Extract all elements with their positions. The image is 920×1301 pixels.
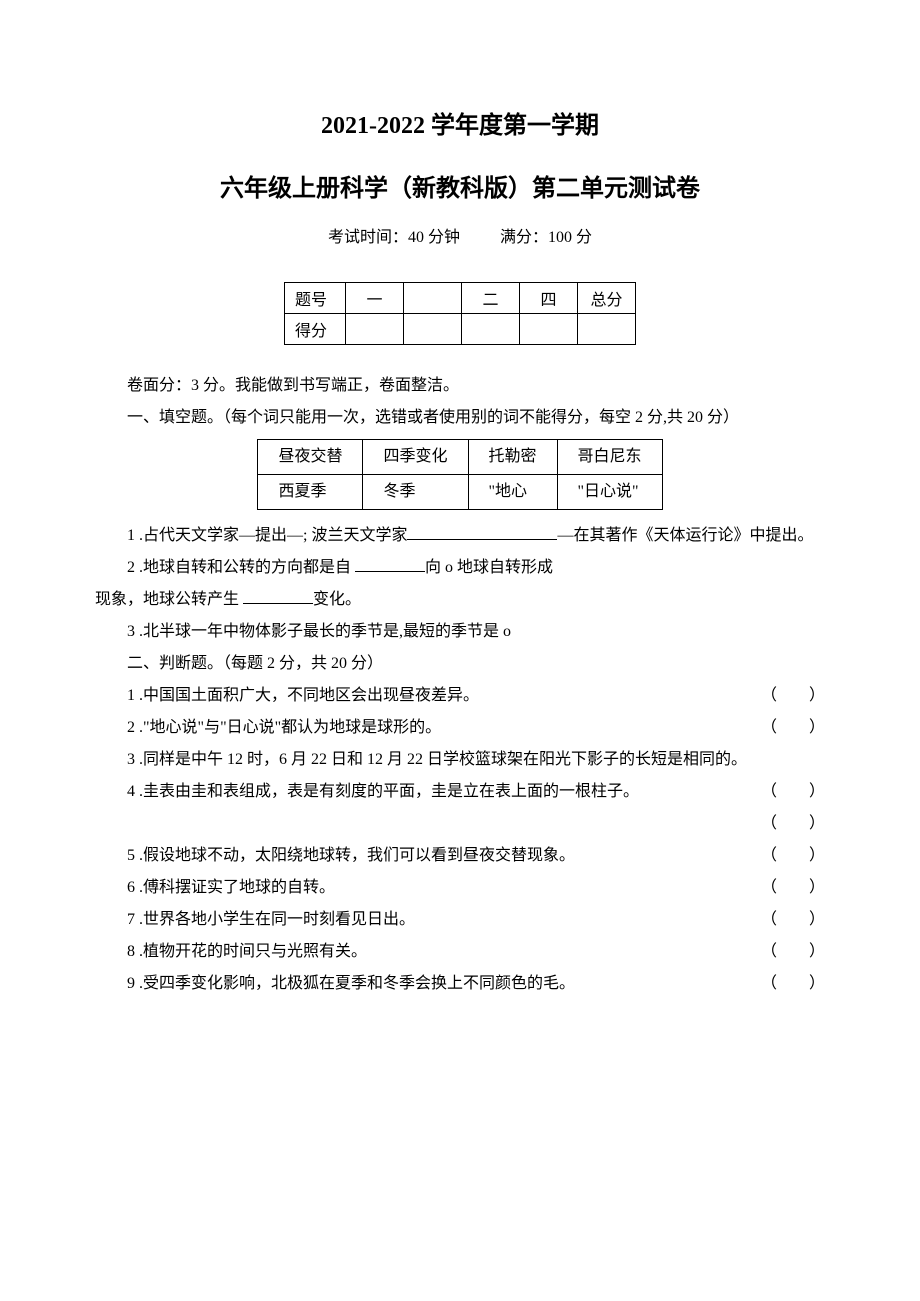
table-row: 题号 一 二 四 总分: [284, 283, 635, 314]
fill-question-2b: 现象，地球公转产生 变化。: [95, 584, 825, 616]
word-cell: 哥白尼东: [557, 440, 662, 475]
cell: 一: [346, 283, 404, 314]
word-cell: 昼夜交替: [258, 440, 363, 475]
table-row: 昼夜交替 四季变化 托勒密 哥白尼东: [258, 440, 662, 475]
paren: （ ）: [761, 815, 825, 832]
q1-2b: 向 o 地球自转形成: [425, 559, 553, 576]
word-box: 昼夜交替 四季变化 托勒密 哥白尼东 西夏季 冬季 "地心 "日心说": [257, 439, 662, 510]
judge-q9: 9 .受四季变化影响，北极狐在夏季和冬季会换上不同颜色的毛。 （ ）: [95, 968, 825, 1000]
fill-question-1: 1 .占代天文学家—提出—; 波兰天文学家 —在其著作《天体运行论》中提出。: [95, 520, 825, 552]
score-table: 题号 一 二 四 总分 得分: [284, 282, 636, 345]
judge-q6: 6 .傅科摆证实了地球的自转。 （ ）: [95, 872, 825, 904]
judge-q4: 4 .圭表由圭和表组成，表是有刻度的平面，圭是立在表上面的一根柱子。: [95, 776, 825, 808]
paren: （ ）: [729, 680, 825, 712]
fill-question-2a: 2 .地球自转和公转的方向都是自 向 o 地球自转形成: [95, 552, 825, 584]
content-body: 卷面分：3 分。我能做到书写端正，卷面整洁。 一、填空题。（每个词只能用一次，选…: [95, 370, 825, 1000]
cell: [404, 314, 462, 345]
cell: 总分: [578, 283, 636, 314]
cell: [462, 314, 520, 345]
judge-q1: 1 .中国国土面积广大，不同地区会出现昼夜差异。 （ ）: [95, 680, 825, 712]
q1-1a: 1 .占代天文学家—提出—; 波兰天文学家: [127, 527, 407, 544]
cell: 四: [520, 283, 578, 314]
judge-text: 1 .中国国土面积广大，不同地区会出现昼夜差异。: [127, 687, 479, 704]
cell: [346, 314, 404, 345]
word-cell: 冬季: [363, 475, 468, 510]
cell: [578, 314, 636, 345]
paren: （ ）: [729, 968, 825, 1000]
judge-q5: 5 .假设地球不动，太阳绕地球转，我们可以看到昼夜交替现象。 （ ）: [95, 840, 825, 872]
paren: （ ）: [729, 712, 825, 744]
q1-1b: —在其著作《天体运行论》中提出。: [557, 527, 813, 544]
section-2-title: 二、判断题。（每题 2 分，共 20 分）: [95, 648, 825, 680]
judge-text: 2 ."地心说"与"日心说"都认为地球是球形的。: [127, 719, 441, 736]
word-cell: "日心说": [557, 475, 662, 510]
surface-score: 卷面分：3 分。我能做到书写端正，卷面整洁。: [95, 370, 825, 402]
cell: 二: [462, 283, 520, 314]
judge-q8: 8 .植物开花的时间只与光照有关。 （ ）: [95, 936, 825, 968]
blank: [355, 556, 425, 572]
judge-text: 6 .傅科摆证实了地球的自转。: [127, 879, 335, 896]
paren: （ ）: [729, 840, 825, 872]
section-1-title: 一、填空题。（每个词只能用一次，选错或者使用别的词不能得分，每空 2 分,共 2…: [95, 402, 825, 434]
table-row: 得分: [284, 314, 635, 345]
judge-text: 5 .假设地球不动，太阳绕地球转，我们可以看到昼夜交替现象。: [127, 847, 575, 864]
judge-text: 7 .世界各地小学生在同一时刻看见日出。: [127, 911, 415, 928]
paren: （ ）: [729, 872, 825, 904]
blank: [407, 524, 557, 540]
judge-text: 9 .受四季变化影响，北极狐在夏季和冬季会换上不同颜色的毛。: [127, 975, 575, 992]
full-score: 满分：100 分: [500, 229, 592, 246]
cell: [520, 314, 578, 345]
judge-q3: 3 .同样是中午 12 时，6 月 22 日和 12 月 22 日学校篮球架在阳…: [95, 744, 825, 776]
cell: [404, 283, 462, 314]
main-title-year: 2021-2022 学年度第一学期: [95, 105, 825, 140]
word-cell: 西夏季: [258, 475, 363, 510]
judge-text: 4 .圭表由圭和表组成，表是有刻度的平面，圭是立在表上面的一根柱子。: [127, 783, 639, 800]
paren: （ ）: [729, 936, 825, 968]
judge-q2: 2 ."地心说"与"日心说"都认为地球是球形的。 （ ）: [95, 712, 825, 744]
cell-label: 题号: [284, 283, 345, 314]
q1-2d: 变化。: [313, 591, 361, 608]
q1-2a: 2 .地球自转和公转的方向都是自: [127, 559, 355, 576]
judge-q4-paren: （ ）: [95, 808, 825, 840]
paren: （ ）: [729, 776, 825, 808]
exam-time: 考试时间：40 分钟: [328, 229, 460, 246]
blank: [243, 588, 313, 604]
cell-label: 得分: [284, 314, 345, 345]
word-cell: 四季变化: [363, 440, 468, 475]
main-title-subject: 六年级上册科学（新教科版）第二单元测试卷: [95, 168, 825, 203]
fill-question-3: 3 .北半球一年中物体影子最长的季节是,最短的季节是 o: [95, 616, 825, 648]
q1-2c: 现象，地球公转产生: [95, 591, 243, 608]
table-row: 西夏季 冬季 "地心 "日心说": [258, 475, 662, 510]
exam-info: 考试时间：40 分钟 满分：100 分: [95, 223, 825, 247]
judge-text: 3 .同样是中午 12 时，6 月 22 日和 12 月 22 日学校篮球架在阳…: [127, 751, 747, 768]
judge-text: 8 .植物开花的时间只与光照有关。: [127, 943, 367, 960]
word-cell: 托勒密: [468, 440, 557, 475]
paren: （ ）: [729, 904, 825, 936]
judge-q7: 7 .世界各地小学生在同一时刻看见日出。 （ ）: [95, 904, 825, 936]
word-cell: "地心: [468, 475, 557, 510]
